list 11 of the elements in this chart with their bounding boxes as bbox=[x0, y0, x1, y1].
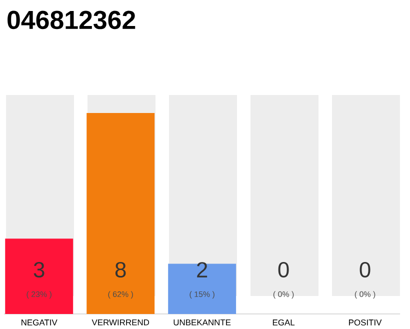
data-label: 0 bbox=[360, 262, 370, 278]
x-tick-label: POSITIV bbox=[349, 320, 382, 326]
data-label: 2 bbox=[197, 262, 208, 278]
data-label: 8 bbox=[115, 262, 126, 278]
chart-title: 046812362 bbox=[8, 10, 136, 30]
x-tick-label: VERWIRREND bbox=[92, 320, 150, 326]
x-tick-label: NEGATIV bbox=[22, 320, 58, 326]
x-tick-label: UNBEKANNTE bbox=[174, 320, 231, 326]
x-tick-label: EGAL bbox=[272, 320, 295, 326]
data-label: 3 bbox=[34, 262, 44, 278]
data-label: 0 bbox=[278, 262, 289, 278]
